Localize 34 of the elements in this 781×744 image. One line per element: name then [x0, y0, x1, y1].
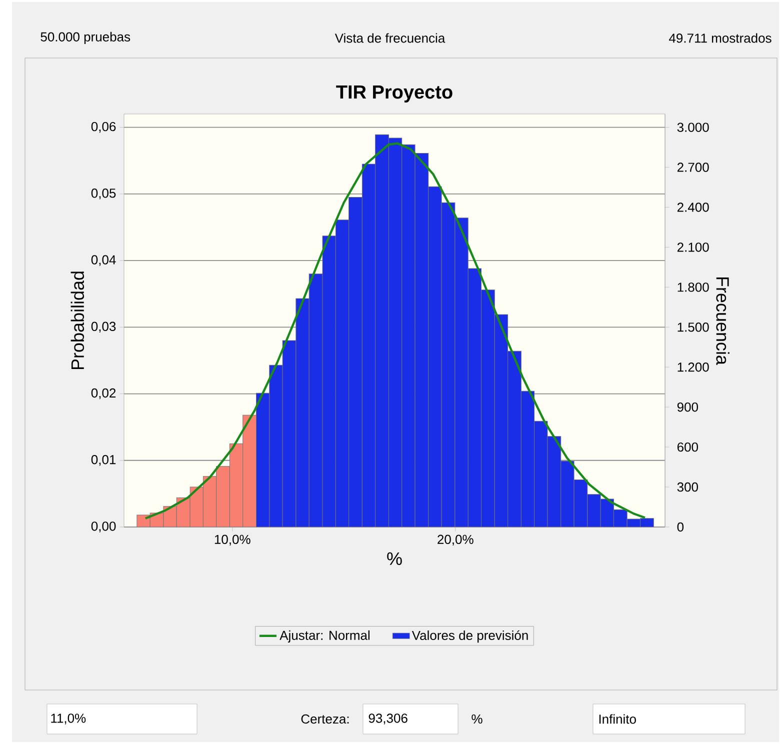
text: 11,0% — [51, 714, 86, 724]
x-tick-label: 20,0% — [438, 534, 474, 546]
y2-tick-label: 0 — [677, 522, 684, 532]
y2-tick-label: 1.800 — [678, 282, 709, 292]
y-tick-label: 0,04 — [91, 255, 116, 266]
legend-label: Ajustar: Normal — [280, 630, 370, 643]
text: % — [472, 714, 482, 724]
y2-tick-label: 300 — [677, 482, 698, 492]
text: 49.711 mostrados — [669, 33, 772, 43]
y2-tick-label: 900 — [677, 402, 698, 412]
text: Infinito — [599, 714, 636, 724]
y2-tick-label: 1.200 — [678, 362, 709, 372]
text: Vista de frecuencia — [334, 33, 446, 43]
chart-title: TIR Proyecto — [336, 85, 452, 102]
y2-tick-label: 1.500 — [678, 322, 709, 332]
y2-axis-title: Frecuencia — [716, 277, 730, 365]
y-tick-label: 0,05 — [91, 188, 116, 200]
y-tick-label: 0,03 — [91, 322, 116, 333]
x-tick-label: 10,0% — [214, 534, 250, 546]
y-tick-label: 0,01 — [91, 455, 116, 466]
legend-label: Valores de previsión — [412, 630, 528, 643]
y2-tick-label: 2.700 — [677, 162, 709, 172]
y2-tick-label: 3.000 — [677, 122, 709, 132]
text: Certeza: — [301, 714, 349, 724]
y-tick-label: 0,00 — [91, 522, 116, 532]
y2-tick-label: 2.400 — [677, 202, 709, 212]
x-axis-title: % — [387, 552, 402, 566]
y-tick-label: 0,06 — [91, 122, 116, 133]
text: 93,306 — [368, 714, 408, 724]
y2-tick-label: 600 — [677, 442, 698, 452]
y-tick-label: 0,02 — [91, 388, 116, 400]
text: 50.000 pruebas — [40, 32, 130, 44]
y2-tick-label: 2.100 — [677, 242, 709, 252]
y-axis-title: Probabilidad — [70, 272, 84, 370]
